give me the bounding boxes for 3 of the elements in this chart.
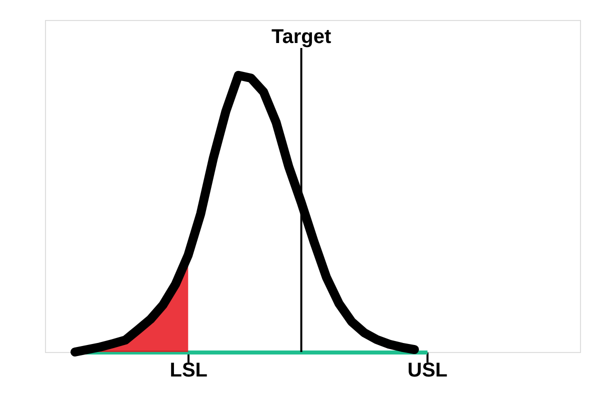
x-tick-label: USL xyxy=(408,360,448,382)
x-tick-label: Target xyxy=(271,26,332,48)
x-tick-label: LSL xyxy=(170,360,208,382)
